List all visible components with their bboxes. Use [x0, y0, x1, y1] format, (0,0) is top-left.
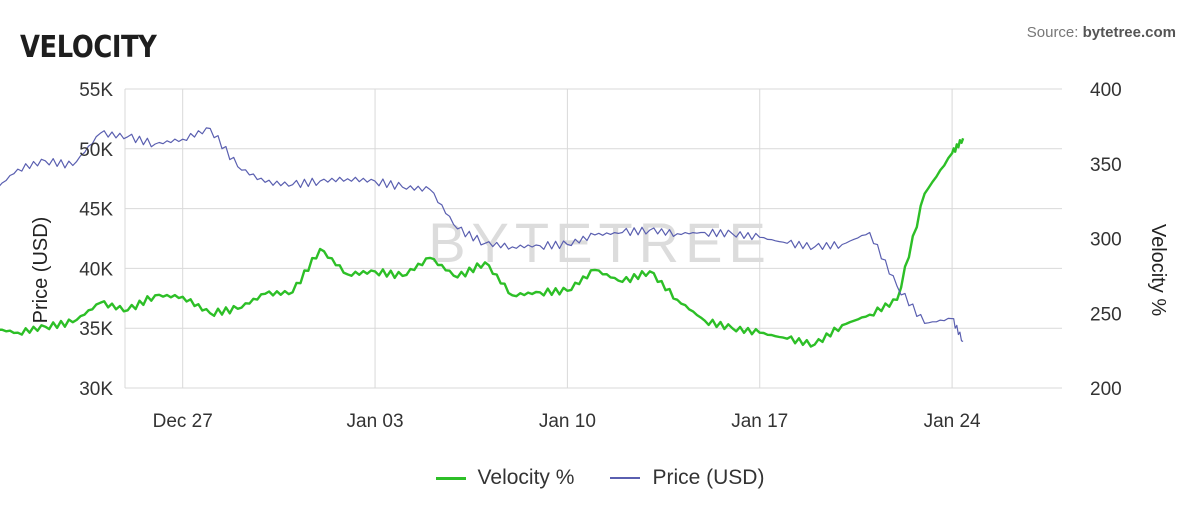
legend: Velocity % Price (USD) — [0, 466, 1200, 490]
left-tick-label: 35K — [79, 319, 113, 340]
x-tick-label: Jan 10 — [539, 411, 596, 432]
left-tick-label: 45K — [79, 200, 113, 221]
series-layer — [0, 127, 965, 348]
x-tick-label: Jan 17 — [731, 411, 788, 432]
source-prefix: Source: — [1026, 24, 1083, 41]
chart-title: VELOCITY — [20, 30, 157, 65]
legend-swatch-price — [610, 477, 641, 479]
left-axis-title: Price (USD) — [30, 217, 52, 324]
source-name[interactable]: bytetree.com — [1082, 24, 1176, 41]
right-axis-ticks: 200 250 300 350 400 — [1090, 80, 1122, 400]
legend-item-price[interactable]: Price (USD) — [610, 466, 764, 490]
right-tick-label: 250 — [1090, 304, 1122, 325]
right-tick-label: 200 — [1090, 379, 1122, 400]
right-tick-label: 400 — [1090, 80, 1122, 101]
right-tick-label: 300 — [1090, 230, 1122, 251]
x-axis-ticks: Dec 27 Jan 03 Jan 10 Jan 17 Jan 24 — [153, 411, 981, 432]
left-tick-label: 50K — [79, 140, 113, 161]
right-tick-label: 350 — [1090, 155, 1122, 176]
x-tick-label: Jan 24 — [924, 411, 981, 432]
x-tick-label: Dec 27 — [153, 411, 213, 432]
left-tick-label: 40K — [79, 259, 113, 280]
series-line-price-usd[interactable] — [0, 127, 964, 342]
left-axis-ticks: 30K 35K 40K 45K 50K 55K — [79, 80, 113, 400]
source-credit: Source: bytetree.com — [1027, 24, 1176, 41]
right-axis-title: Velocity % — [1147, 224, 1169, 316]
left-tick-label: 55K — [79, 80, 113, 101]
legend-item-velocity[interactable]: Velocity % — [435, 466, 575, 490]
legend-label-price: Price (USD) — [652, 466, 765, 489]
x-tick-label: Jan 03 — [347, 411, 404, 432]
left-tick-label: 30K — [79, 379, 113, 400]
legend-swatch-velocity — [435, 476, 466, 480]
series-line-velocity[interactable] — [0, 137, 965, 348]
legend-label-velocity: Velocity % — [477, 466, 575, 489]
